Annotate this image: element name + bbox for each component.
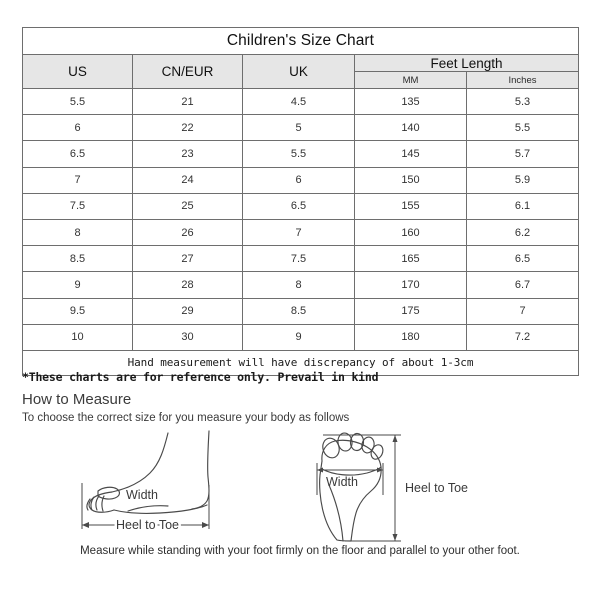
foot-side-outline	[86, 430, 210, 514]
cell-us: 7.5	[22, 192, 133, 220]
cell-uk: 8.5	[242, 297, 355, 325]
cell-mm: 150	[354, 166, 467, 194]
cell-uk: 7	[242, 218, 355, 247]
table-header-row-main: US CN/EUR UK Feet Length	[22, 54, 579, 89]
cell-cn-eur: 23	[132, 140, 243, 168]
cell-cn-eur: 24	[132, 166, 243, 194]
cell-mm: 155	[354, 192, 467, 220]
cell-us: 8	[22, 218, 133, 247]
table-row: 7.5 25 6.5 155 6.1	[22, 192, 579, 220]
cell-mm: 140	[354, 114, 467, 142]
cell-cn-eur: 28	[132, 271, 243, 299]
cell-uk: 6	[242, 166, 355, 194]
cell-cn-eur: 27	[132, 245, 243, 273]
table-row: 8 26 7 160 6.2	[22, 218, 579, 247]
cell-mm: 160	[354, 218, 467, 247]
table-row: 7 24 6 150 5.9	[22, 166, 579, 194]
heel-to-toe-dimension-side	[81, 485, 210, 529]
table-header-row-sub: MM Inches	[23, 71, 579, 89]
cell-inches: 5.3	[466, 87, 579, 116]
cell-mm: 165	[354, 245, 467, 273]
table-row: 10 30 9 180 7.2	[22, 323, 579, 351]
cell-us: 8.5	[22, 245, 133, 273]
how-to-measure-subheading: To choose the correct size for you measu…	[22, 412, 350, 424]
size-chart-table: Children's Size Chart US CN/EUR UK Feet …	[22, 27, 579, 376]
table-row: 8.5 27 7.5 165 6.5	[22, 245, 579, 273]
foot-diagrams: Width Heel to Toe	[0, 425, 600, 543]
cell-cn-eur: 22	[132, 114, 243, 142]
cell-uk: 7.5	[242, 245, 355, 273]
cell-cn-eur: 21	[132, 87, 243, 116]
how-to-measure-heading: How to Measure	[22, 391, 132, 408]
page-title: Children's Size Chart	[22, 27, 579, 55]
cell-uk: 5	[242, 114, 355, 142]
cell-inches: 6.7	[466, 271, 579, 299]
cell-inches: 5.7	[466, 140, 579, 168]
cell-uk: 4.5	[242, 87, 355, 116]
cell-us: 5.5	[22, 87, 133, 116]
column-header-us: US	[22, 54, 133, 89]
cell-inches: 6.2	[466, 218, 579, 247]
cell-us: 6.5	[22, 140, 133, 168]
foot-side-view-diagram: Width Heel to Toe	[81, 430, 210, 535]
foot-top-view-diagram: Width Heel to Toe	[316, 432, 468, 542]
table-row: 9.5 29 8.5 175 7	[22, 297, 579, 325]
cell-us: 9.5	[22, 297, 133, 325]
cell-uk: 8	[242, 271, 355, 299]
cell-us: 9	[22, 271, 133, 299]
cell-inches: 5.9	[466, 166, 579, 194]
table-title-row: Children's Size Chart	[22, 27, 579, 55]
heel-to-toe-label-side: Heel to Toe	[116, 518, 179, 532]
cell-inches: 5.5	[466, 114, 579, 142]
cell-inches: 7.2	[466, 323, 579, 351]
table-row: 6 22 5 140 5.5	[22, 114, 579, 142]
cell-cn-eur: 25	[132, 192, 243, 220]
width-label-top: Width	[326, 475, 358, 489]
cell-cn-eur: 30	[132, 323, 243, 351]
column-header-mm: MM	[354, 71, 467, 89]
table-row: 6.5 23 5.5 145 5.7	[22, 140, 579, 168]
width-label-side: Width	[126, 488, 158, 502]
cell-mm: 135	[354, 87, 467, 116]
cell-us: 6	[22, 114, 133, 142]
column-header-uk: UK	[242, 54, 355, 89]
cell-inches: 6.1	[466, 192, 579, 220]
column-header-inches: Inches	[466, 71, 579, 89]
cell-us: 10	[22, 323, 133, 351]
cell-uk: 9	[242, 323, 355, 351]
cell-mm: 180	[354, 323, 467, 351]
measurement-caption: Measure while standing with your foot fi…	[80, 545, 520, 557]
table-row: 9 28 8 170 6.7	[22, 271, 579, 299]
width-dimension-top	[316, 463, 384, 495]
heel-to-toe-dimension-top	[323, 434, 401, 542]
column-header-cn-eur: CN/EUR	[132, 54, 243, 89]
cell-us: 7	[22, 166, 133, 194]
cell-uk: 6.5	[242, 192, 355, 220]
foot-top-outline	[319, 432, 384, 542]
cell-cn-eur: 26	[132, 218, 243, 247]
cell-inches: 7	[466, 297, 579, 325]
cell-cn-eur: 29	[132, 297, 243, 325]
cell-inches: 6.5	[466, 245, 579, 273]
hand-measurement-note: Hand measurement will have discrepancy o…	[22, 349, 579, 376]
cell-mm: 170	[354, 271, 467, 299]
table-footer-row: Hand measurement will have discrepancy o…	[22, 349, 579, 376]
cell-mm: 145	[354, 140, 467, 168]
cell-mm: 175	[354, 297, 467, 325]
table-row: 5.5 21 4.5 135 5.3	[22, 87, 579, 116]
cell-uk: 5.5	[242, 140, 355, 168]
column-header-feet-length: Feet Length	[354, 54, 579, 72]
disclaimer-text: *These charts are for reference only. Pr…	[22, 370, 379, 384]
heel-to-toe-label-top: Heel to Toe	[405, 481, 468, 495]
